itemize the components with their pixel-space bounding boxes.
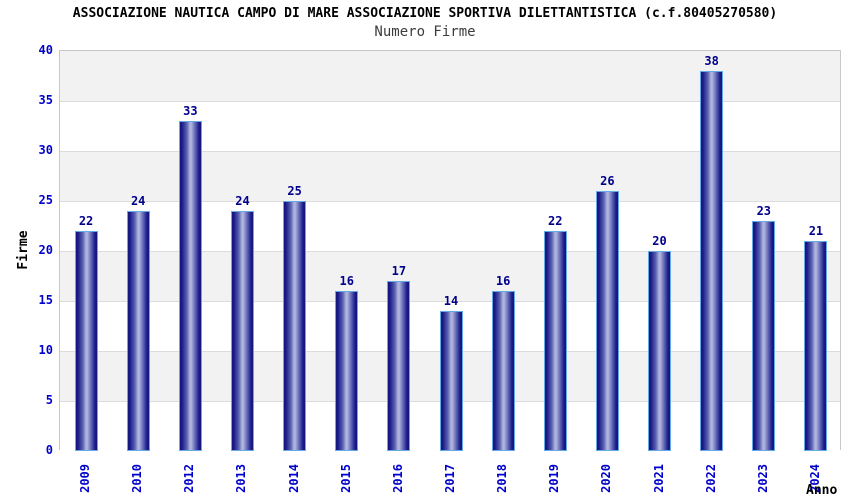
x-tick-2009: 2009: [78, 464, 93, 493]
y-tick-15: 15: [38, 293, 53, 307]
bar-value-2016: 17: [391, 264, 407, 278]
bar-value-2022: 38: [704, 54, 719, 68]
bar-2009: [74, 231, 98, 451]
bar-value-2023: 23: [756, 204, 772, 218]
x-tick-2023: 2023: [755, 464, 770, 493]
x-tick-2014: 2014: [286, 464, 301, 493]
x-tick-2013: 2013: [234, 464, 249, 493]
x-tick-2020: 2020: [599, 464, 614, 493]
y-tick-40: 40: [38, 43, 53, 57]
x-tick-2010: 2010: [130, 464, 145, 493]
bar-2021: [648, 251, 672, 451]
gridline: [60, 201, 840, 202]
gridline: [60, 251, 840, 252]
y-tick-5: 5: [45, 393, 53, 407]
chart-subtitle: Numero Firme: [374, 24, 476, 40]
bar-2014: [283, 201, 307, 451]
bar-2024: [804, 241, 828, 451]
plot-area: 22 24 33 24 25 16 17 14 16 22 26 20 38 23 21: [59, 50, 841, 451]
bar-value-2014: 25: [287, 184, 302, 198]
bar-2022: [700, 71, 724, 451]
bar-value-2018: 16: [495, 274, 511, 288]
bar-2019: [543, 231, 567, 451]
x-tick-2022: 2022: [703, 464, 718, 493]
bar-value-2019: 22: [548, 214, 563, 228]
y-tick-25: 25: [38, 193, 53, 207]
bar-2015: [335, 291, 359, 451]
bar-2017: [439, 311, 463, 451]
bar-value-2010: 24: [130, 194, 146, 208]
x-axis-label: Anno: [806, 483, 838, 498]
bar-value-2021: 20: [652, 234, 667, 248]
x-tick-2021: 2021: [651, 464, 666, 493]
bar-2010: [126, 211, 150, 451]
x-tick-2019: 2019: [547, 464, 562, 493]
bar-value-2012: 33: [183, 104, 198, 118]
x-tick-2018: 2018: [495, 464, 510, 493]
bar-2012: [178, 121, 202, 451]
x-tick-2017: 2017: [443, 464, 457, 493]
bar-value-2009: 22: [78, 214, 94, 228]
bar-2016: [387, 281, 411, 451]
bar-2018: [491, 291, 515, 451]
bar-2020: [595, 191, 619, 451]
y-tick-30: 30: [38, 143, 53, 157]
bar-value-2020: 26: [600, 174, 615, 188]
gridline: [60, 101, 840, 102]
chart-title: ASSOCIAZIONE NAUTICA CAMPO DI MARE ASSOC…: [72, 6, 778, 21]
bar-2023: [752, 221, 776, 451]
y-tick-10: 10: [38, 343, 53, 357]
x-tick-2015: 2015: [338, 464, 353, 493]
gridline: [60, 151, 840, 152]
x-tick-2012: 2012: [182, 464, 197, 493]
bar-value-2024: 21: [808, 224, 824, 238]
gridline: [60, 301, 840, 302]
x-tick-2016: 2016: [390, 464, 405, 493]
y-tick-20: 20: [38, 243, 53, 257]
bar-value-2013: 24: [235, 194, 250, 208]
bar-2013: [230, 211, 254, 451]
y-tick-0: 0: [45, 443, 53, 457]
bar-value-2017: 14: [443, 294, 459, 308]
bar-value-2015: 16: [339, 274, 354, 288]
y-tick-35: 35: [38, 93, 53, 107]
